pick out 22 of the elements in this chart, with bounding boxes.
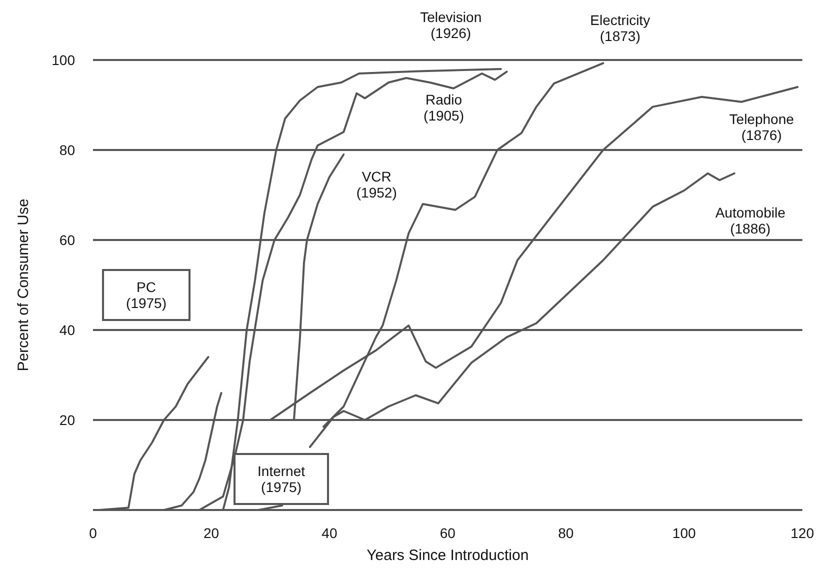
y-tick-label: 20	[59, 412, 76, 428]
y-tick-label: 60	[59, 232, 76, 248]
series-label: Electricity (1873)	[590, 12, 650, 44]
y-axis-title: Percent of Consumer Use	[15, 198, 32, 372]
x-tick-label: 120	[790, 525, 814, 541]
y-tick-label: 100	[52, 52, 76, 68]
x-tick-label: 100	[672, 525, 696, 541]
text: PC (1975)	[126, 279, 166, 311]
series-label: Automobile (1886)	[715, 204, 786, 236]
x-axis-title: Years Since Introduction	[366, 547, 529, 564]
y-tick-label: 40	[59, 322, 76, 338]
series-label: Radio (1905)	[424, 92, 464, 124]
series-label: Telephone (1876)	[729, 111, 794, 143]
x-tick-label: 20	[203, 525, 220, 541]
x-tick-label: 80	[558, 525, 574, 541]
series-label: VCR (1952)	[356, 168, 397, 200]
x-tick-label: 0	[89, 525, 98, 541]
x-tick-label: 60	[440, 525, 456, 541]
text: Television (1926)	[420, 9, 482, 41]
y-tick-label: 80	[59, 142, 76, 158]
text: Internet (1975)	[258, 463, 306, 495]
x-tick-label: 40	[322, 525, 338, 541]
